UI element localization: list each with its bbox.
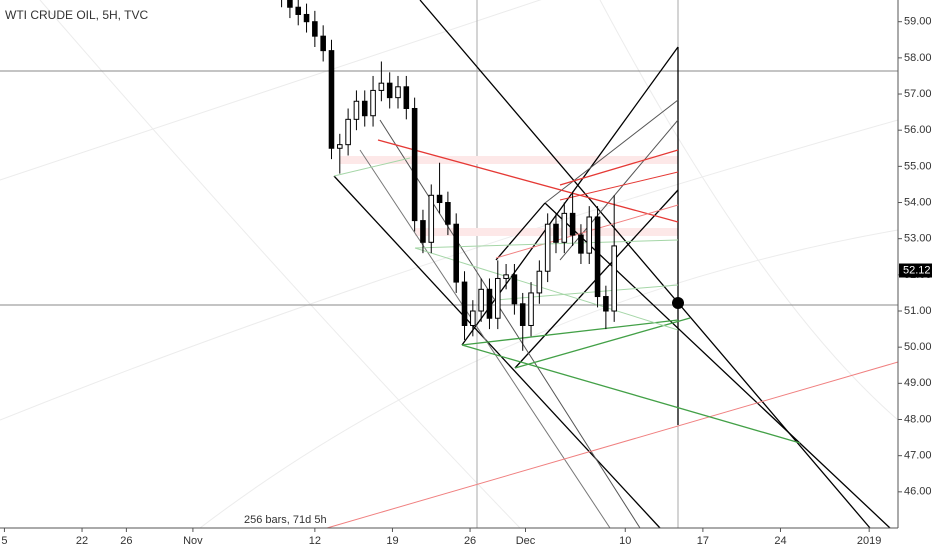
pitchfork [544, 202, 891, 529]
candle-body [478, 288, 484, 312]
y-tick-label: 55.00 [904, 160, 932, 172]
candle-body [312, 21, 318, 37]
candle-body [436, 194, 443, 204]
candle-body [586, 216, 593, 254]
candle-body [519, 303, 526, 326]
candle-body [569, 212, 576, 236]
y-tick-label: 58.00 [904, 52, 932, 64]
candle-body [470, 310, 476, 326]
y-tick-label: 53.00 [904, 233, 932, 245]
price-label: 52.12 [903, 264, 931, 276]
chart-title: WTI CRUDE OIL, 5H, TVC [5, 8, 148, 22]
green-line [461, 344, 801, 444]
fork-line [359, 149, 611, 529]
candle-body [345, 118, 351, 146]
candle-body [453, 223, 459, 283]
candle-body [303, 13, 310, 23]
x-tick-label: 17 [697, 535, 709, 547]
y-tick-label: 56.00 [904, 124, 932, 136]
y-tick-label: 50.00 [904, 341, 932, 353]
y-tick-label: 59.00 [904, 16, 932, 28]
gann-arc [0, 0, 899, 529]
candle-body [287, 0, 293, 8]
candle-body [603, 296, 609, 312]
candle-body [420, 220, 426, 243]
y-tick-label: 57.00 [904, 88, 932, 100]
candle-body [328, 50, 335, 149]
fork-line [544, 99, 679, 204]
candle-body [411, 107, 418, 222]
candle-body [578, 234, 584, 254]
green-line [495, 284, 679, 301]
y-tick-label: 51.00 [904, 305, 932, 317]
x-tick-label: 12 [309, 535, 321, 547]
candle-body [386, 82, 393, 99]
pitchfork [333, 175, 661, 529]
y-tick-label: 49.00 [904, 377, 932, 389]
candle-body [378, 82, 385, 91]
y-tick-label: 54.00 [904, 196, 932, 208]
candle-body [544, 223, 551, 272]
candle-body [353, 100, 360, 120]
y-tick-label: 47.00 [904, 450, 932, 462]
x-tick-label: Dec [516, 535, 536, 547]
candle-body [486, 288, 493, 319]
y-tick-label: 48.00 [904, 413, 932, 425]
candle-body [361, 100, 368, 117]
green-line [514, 317, 691, 369]
pitchfork [419, 0, 871, 529]
candle-body [370, 89, 376, 117]
x-tick-label: 2019 [857, 535, 881, 547]
x-tick-label: 24 [774, 535, 786, 547]
candle-body [395, 86, 401, 99]
candle-body [528, 292, 534, 326]
candle-body [461, 281, 468, 326]
x-tick-label: 26 [464, 535, 476, 547]
pitchfork [495, 202, 546, 261]
candle-body [611, 245, 617, 312]
candle-body [494, 277, 501, 319]
candle-body [295, 6, 302, 15]
candle-body [445, 202, 451, 225]
annotation: 256 bars, 71d 5h [244, 514, 327, 526]
green-line [461, 319, 679, 346]
x-tick-label: 26 [120, 535, 132, 547]
candle-body [511, 274, 518, 305]
time-axis [0, 528, 932, 550]
candle-body [553, 223, 559, 243]
red-line [559, 149, 679, 186]
price-label-box [899, 263, 932, 278]
x-tick-label: 19 [386, 535, 398, 547]
x-tick-label: 10 [619, 535, 631, 547]
anchor-dot [672, 297, 684, 309]
candle-body [536, 270, 543, 294]
fork-line [379, 119, 641, 529]
candle-body [594, 216, 601, 298]
candle-body [320, 35, 326, 52]
x-tick-label: 5 [1, 535, 7, 547]
zone [340, 156, 678, 164]
x-tick-label: Nov [183, 535, 203, 547]
candle-body [337, 144, 343, 149]
red-line [326, 361, 899, 529]
red-line [377, 139, 679, 223]
x-tick-label: 22 [76, 535, 88, 547]
red-line [559, 171, 679, 201]
green-line [333, 157, 411, 177]
y-tick-label: 46.00 [904, 486, 932, 498]
candle-body [503, 274, 509, 279]
candles [281, 0, 617, 351]
candle-body [403, 86, 410, 109]
candle-body [561, 212, 568, 243]
candle-body [428, 194, 435, 243]
